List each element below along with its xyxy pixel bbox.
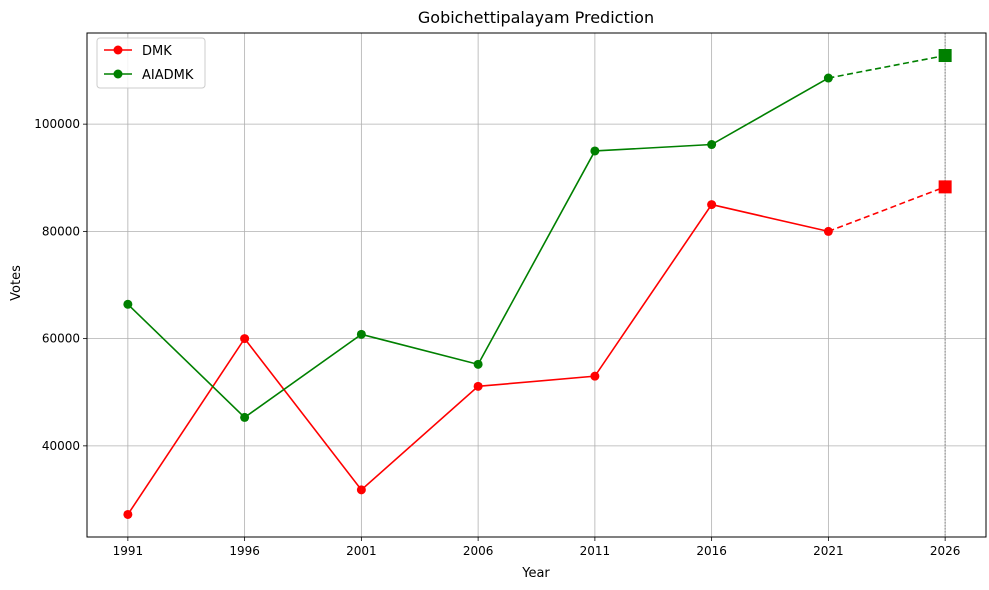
x-tick-label: 2011	[580, 544, 611, 558]
data-point-aiadmk	[590, 146, 600, 156]
legend-label-dmk: DMK	[142, 44, 172, 59]
y-axis: 40000 60000 80000 100000	[34, 117, 87, 453]
data-point-dmk	[707, 200, 717, 210]
y-tick-label: 60000	[42, 332, 80, 346]
data-point-aiadmk	[240, 412, 250, 422]
prediction-line-aiadmk	[828, 54, 946, 79]
y-axis-title: Votes	[9, 265, 24, 301]
x-tick-label: 2006	[463, 544, 494, 558]
x-axis-title: Year	[521, 566, 550, 581]
x-tick-label: 1991	[113, 544, 144, 558]
data-point-dmk	[123, 509, 133, 519]
data-point-dmk	[473, 381, 483, 391]
data-point-aiadmk	[473, 359, 483, 369]
x-axis: 1991 1996 2001 2006 2011 2016 2021 2026	[113, 537, 961, 558]
series-aiadmk	[123, 49, 952, 422]
data-point-dmk	[590, 371, 600, 381]
legend-marker-dmk	[113, 45, 123, 55]
data-point-dmk	[240, 334, 250, 344]
x-tick-label: 2026	[930, 544, 961, 558]
y-tick-label: 80000	[42, 224, 80, 238]
data-point-aiadmk	[823, 73, 833, 83]
data-point-aiadmk	[707, 140, 717, 150]
series-dmk	[123, 180, 952, 519]
data-point-aiadmk	[356, 329, 366, 339]
data-point-dmk	[823, 226, 833, 236]
prediction-marker-aiadmk	[938, 49, 952, 63]
y-tick-label: 100000	[34, 117, 80, 131]
x-tick-label: 2021	[813, 544, 844, 558]
legend: DMK AIADMK	[96, 37, 206, 89]
legend-label-aiadmk: AIADMK	[142, 68, 194, 83]
x-tick-label: 1996	[229, 544, 260, 558]
series-group	[123, 49, 952, 519]
x-tick-label: 2016	[696, 544, 727, 558]
prediction-line-dmk	[828, 186, 946, 233]
data-point-aiadmk	[123, 299, 133, 309]
legend-marker-aiadmk	[113, 69, 123, 79]
y-tick-label: 40000	[42, 439, 80, 453]
x-tick-label: 2001	[346, 544, 377, 558]
chart-title: Gobichettipalayam Prediction	[418, 8, 654, 27]
data-point-dmk	[356, 485, 366, 495]
prediction-marker-dmk	[938, 180, 952, 194]
plot-frame	[86, 32, 987, 538]
